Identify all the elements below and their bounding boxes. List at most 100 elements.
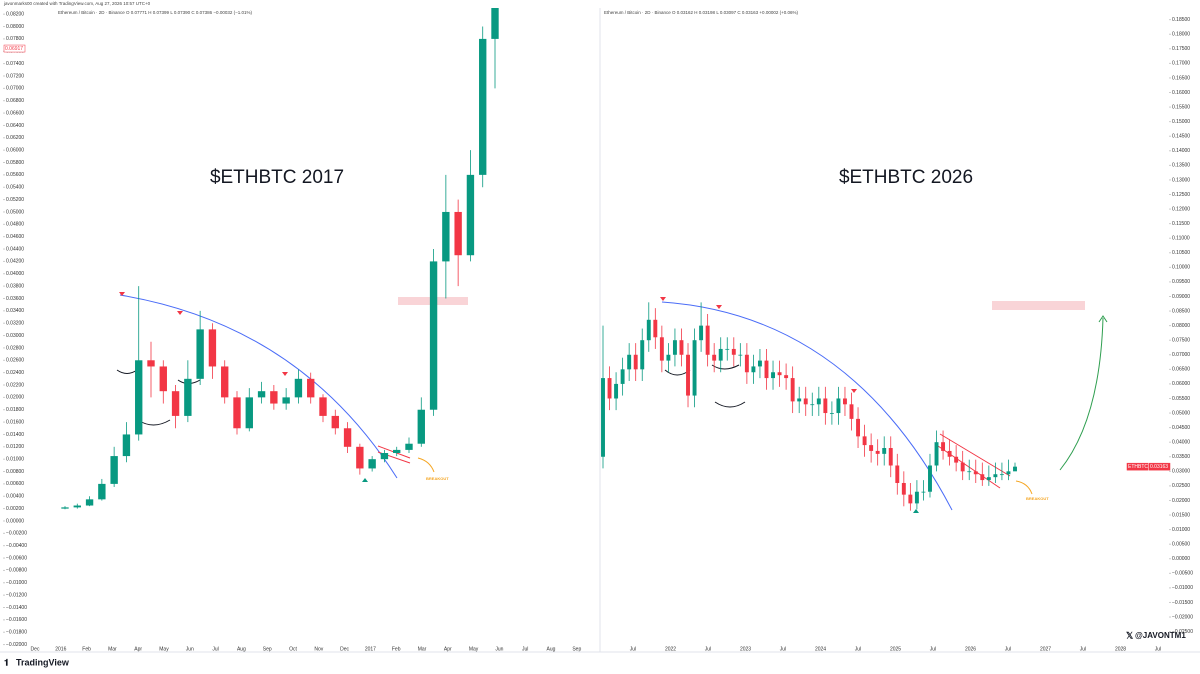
x-tick-label: 2016 bbox=[55, 646, 66, 652]
x-tick-label: 2028 bbox=[1115, 646, 1126, 652]
candle-body bbox=[159, 366, 167, 392]
y-tick-label: 0.00200 bbox=[6, 506, 24, 512]
y-tick-label: 0.02500 bbox=[1172, 483, 1190, 489]
y-tick-label: 0.15000 bbox=[1172, 119, 1190, 125]
y-tick-label: 0.01600 bbox=[6, 419, 24, 425]
y-tick-label: 0.04000 bbox=[6, 271, 24, 277]
x-tick-label: Nov bbox=[314, 646, 323, 652]
y-tick-label: 0.03600 bbox=[6, 296, 24, 302]
y-tick-label: 0.02600 bbox=[6, 358, 24, 364]
candle-body bbox=[171, 391, 180, 416]
candle-body bbox=[895, 465, 900, 483]
candle-body bbox=[771, 372, 775, 379]
candle-body bbox=[454, 211, 462, 256]
y-tick-label: 0.02800 bbox=[6, 345, 24, 351]
y-tick-label: 0.01500 bbox=[1172, 512, 1190, 518]
candle-body bbox=[692, 340, 697, 396]
y-tick-label: 0.09000 bbox=[1172, 294, 1190, 300]
brand: TradingView bbox=[16, 657, 70, 667]
candle-body bbox=[764, 360, 769, 379]
x-tick-label: Feb bbox=[82, 646, 91, 652]
y-tick-label: 0.06800 bbox=[6, 98, 24, 104]
trend-curve bbox=[661, 301, 953, 511]
y-tick-label: −0.01200 bbox=[6, 592, 27, 598]
x-tick-label: Jun bbox=[495, 646, 503, 652]
y-tick-label: 0.10000 bbox=[1172, 265, 1190, 271]
candle-body bbox=[960, 462, 965, 472]
y-tick-label: 0.18500 bbox=[1172, 17, 1190, 23]
candle-body bbox=[653, 319, 658, 338]
y-tick-label: 0.05000 bbox=[1172, 410, 1190, 416]
y-tick-label: 0.03000 bbox=[6, 333, 24, 339]
candle-body bbox=[986, 477, 991, 481]
x-tick-label: May bbox=[159, 646, 169, 652]
candle-body bbox=[816, 398, 821, 405]
x-tick-label: Sep bbox=[572, 646, 581, 652]
y-tick-label: −0.00500 bbox=[1172, 571, 1193, 577]
y-tick-label: 0.14000 bbox=[1172, 148, 1190, 154]
breakout-arrow bbox=[1015, 480, 1033, 495]
y-tick-label: 0.07000 bbox=[6, 86, 24, 92]
x-tick-label: Aug bbox=[547, 646, 556, 652]
candle-body bbox=[282, 397, 290, 404]
price-tag: ETHBTC bbox=[1128, 464, 1148, 470]
y-tick-label: 0.06000 bbox=[1172, 381, 1190, 387]
candles bbox=[61, 8, 499, 510]
candle-body bbox=[725, 348, 730, 350]
y-tick-label: 0.08000 bbox=[6, 24, 24, 30]
y-tick-label: 0.04200 bbox=[6, 259, 24, 265]
y-tick-label: 0.01000 bbox=[6, 456, 24, 462]
y-tick-label: 0.03500 bbox=[1172, 454, 1190, 460]
candle-body bbox=[184, 378, 192, 416]
candle-body bbox=[491, 8, 499, 39]
y-tick-label: 0.03200 bbox=[6, 321, 24, 327]
x-tick-label: 2022 bbox=[665, 646, 676, 652]
candle-body bbox=[479, 38, 487, 175]
y-tick-label: 0.06400 bbox=[6, 123, 24, 129]
x-tick-label: Jul bbox=[705, 646, 711, 652]
y-tick-label: 0.08500 bbox=[1172, 308, 1190, 314]
y-tick-label: −0.02000 bbox=[1172, 614, 1193, 620]
y-tick-label: 0.03000 bbox=[1172, 469, 1190, 475]
candle-body bbox=[601, 378, 605, 457]
candle-body bbox=[967, 471, 972, 473]
annotation: BREAKOUT bbox=[1026, 496, 1049, 501]
candle-body bbox=[98, 483, 106, 500]
y-tick-label: −0.01400 bbox=[6, 605, 27, 611]
candle-body bbox=[934, 442, 939, 466]
candle-body bbox=[245, 397, 253, 429]
y-tick-label: 0.00000 bbox=[1172, 556, 1190, 562]
x-tick-label: 2026 bbox=[965, 646, 976, 652]
watermark: @JAVONTM1 bbox=[1135, 631, 1186, 640]
credit: javonmarks00 created with TradingView.co… bbox=[3, 1, 151, 6]
y-tick-label: 0.07400 bbox=[6, 61, 24, 67]
candle-body bbox=[1013, 466, 1017, 472]
x-tick-label: Dec bbox=[31, 646, 40, 652]
candle-body bbox=[829, 413, 834, 414]
candle-body bbox=[405, 443, 413, 450]
candle-body bbox=[823, 398, 828, 414]
y-tick-label: 0.05000 bbox=[6, 209, 24, 215]
candle-body bbox=[751, 366, 756, 373]
candle-body bbox=[941, 442, 946, 451]
candle-body bbox=[790, 378, 795, 402]
candle-body bbox=[307, 378, 315, 398]
candle-body bbox=[233, 397, 241, 429]
candle-body bbox=[196, 329, 204, 379]
candle-body bbox=[875, 450, 880, 454]
y-tick-label: 0.17500 bbox=[1172, 46, 1190, 52]
candle-body bbox=[901, 482, 906, 495]
candle-body bbox=[869, 445, 874, 451]
candle-body bbox=[882, 448, 887, 454]
y-tick-label: 0.12500 bbox=[1172, 192, 1190, 198]
candle-body bbox=[888, 448, 893, 466]
y-tick-label: 0.16500 bbox=[1172, 75, 1190, 81]
price-tag-bg bbox=[1126, 462, 1149, 471]
candle-body bbox=[429, 261, 438, 410]
y-tick-label: 0.18000 bbox=[1172, 32, 1190, 38]
y-tick-label: 0.02400 bbox=[6, 370, 24, 376]
y-tick-label: 0.08000 bbox=[1172, 323, 1190, 329]
y-tick-label: −0.02000 bbox=[6, 642, 27, 648]
candle-body bbox=[633, 354, 638, 370]
low-marker bbox=[913, 509, 919, 513]
